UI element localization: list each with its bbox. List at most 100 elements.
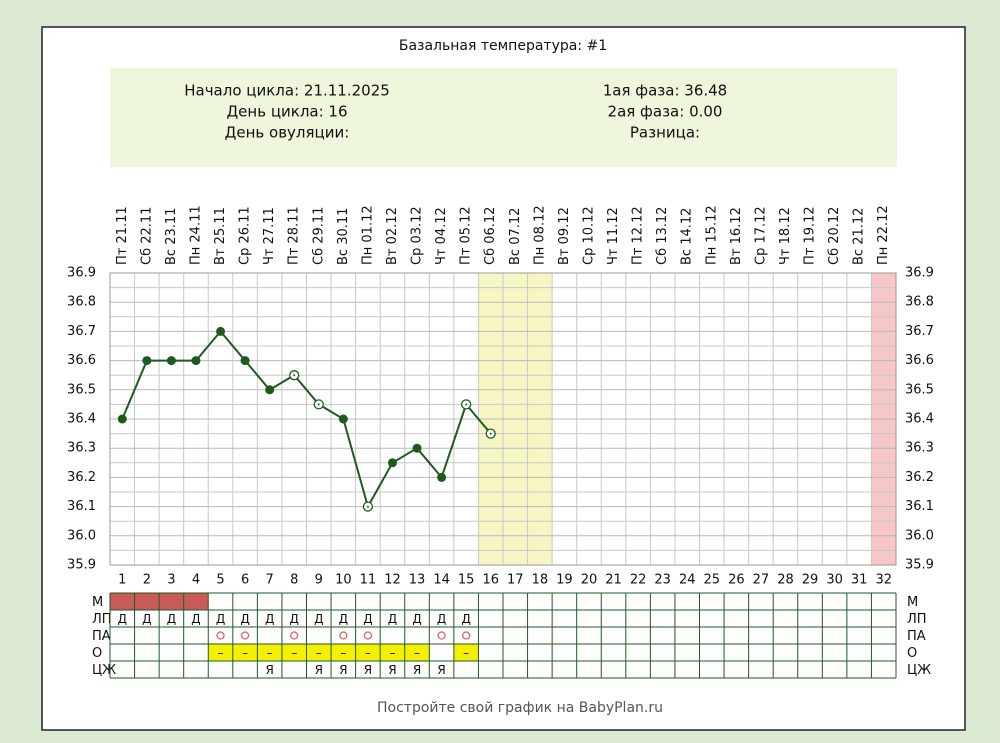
info-box — [110, 68, 897, 167]
cell-text: – — [242, 646, 248, 660]
y-tick-label: 36.8 — [67, 295, 96, 310]
cell-fill — [232, 644, 258, 661]
info-text: Начало цикла: 21.11.2025 — [184, 82, 390, 100]
day-number: 12 — [384, 573, 401, 588]
y-tick-label: 36.6 — [67, 353, 96, 368]
y-tick-label: 36.7 — [67, 324, 96, 339]
date-label: Пт 21.11 — [115, 206, 130, 265]
day-number: 32 — [875, 573, 892, 588]
date-label: Пн 24.11 — [188, 205, 203, 265]
point — [240, 356, 250, 366]
y2-tick-label: 36.7 — [905, 324, 934, 339]
cell-text: Д — [314, 612, 323, 626]
cell-text: Д — [461, 612, 470, 626]
date-label: Пт 12.12 — [631, 206, 646, 265]
info-text: День цикла: 16 — [226, 103, 347, 121]
row-label: ЛП — [907, 612, 927, 627]
day-number: 22 — [630, 573, 647, 588]
row-label: ЦЖ — [907, 663, 931, 678]
date-label: Ср 26.11 — [238, 206, 253, 265]
cell-text: Я — [388, 663, 396, 677]
date-label: Ср 10.12 — [581, 206, 596, 265]
cell-fill — [134, 593, 160, 610]
day-number: 1 — [118, 573, 126, 588]
day-number: 15 — [458, 573, 475, 588]
cell-circle — [363, 631, 373, 640]
cell-text: Д — [339, 612, 348, 626]
date-label: Сб 22.11 — [139, 207, 154, 265]
cell-fill — [331, 644, 356, 661]
date-label: Чт 11.12 — [606, 207, 621, 265]
cell-text: – — [365, 646, 371, 660]
date-label: Сб 29.11 — [311, 207, 326, 265]
cell-fill — [404, 644, 430, 661]
day-number: 5 — [216, 573, 224, 588]
date-label: Вс 23.11 — [164, 208, 179, 265]
date-label: Вс 30.11 — [336, 208, 351, 265]
cell-text: – — [340, 646, 346, 660]
cell-text: Я — [413, 663, 421, 677]
cell-text: Д — [437, 612, 446, 626]
date-label: Сб 06.12 — [483, 207, 498, 265]
date-label: Чт 18.12 — [778, 207, 793, 265]
cell-fill — [306, 644, 332, 661]
day-number: 4 — [192, 573, 200, 588]
date-label: Сб 20.12 — [827, 207, 842, 265]
cell-text: Д — [216, 612, 225, 626]
day-number: 7 — [266, 573, 274, 588]
open-point-dot — [489, 432, 492, 435]
day-number: 14 — [433, 573, 450, 588]
cell-text: Д — [118, 612, 127, 626]
date-label: Пт 19.12 — [803, 206, 818, 265]
day-number: 3 — [167, 573, 175, 588]
cell-circle — [437, 631, 446, 640]
row-label: ПА — [907, 629, 926, 644]
cell-text: Д — [191, 612, 200, 626]
cell-text: Я — [265, 663, 273, 677]
date-label: Чт 27.11 — [262, 207, 277, 265]
cell-text: Я — [364, 663, 372, 677]
cell-fill — [380, 644, 405, 661]
cell-text: – — [291, 646, 297, 660]
day-number: 24 — [679, 573, 696, 588]
cell-text: Д — [265, 612, 274, 626]
open-point-dot — [366, 505, 369, 508]
row-label: ПА — [92, 629, 111, 644]
cell-fill — [110, 593, 135, 610]
point — [142, 356, 152, 366]
date-label: Вс 14.12 — [680, 208, 695, 265]
row-label: М — [907, 595, 918, 610]
cell-text: – — [267, 646, 273, 660]
day-number: 25 — [704, 573, 721, 588]
cell-fill — [208, 644, 233, 661]
cell-circle — [290, 631, 299, 640]
y2-tick-label: 36.2 — [905, 470, 934, 485]
y-tick-label: 36.4 — [67, 412, 96, 427]
cell-fill — [159, 593, 184, 610]
footer: Постройте свой график на BabyPlan.ru — [377, 700, 663, 716]
plot-frame — [109, 272, 897, 566]
day-number: 8 — [290, 573, 298, 588]
y2-tick-label: 36.4 — [905, 412, 934, 427]
y2-tick-label: 36.0 — [905, 528, 934, 543]
date-label: Ср 03.12 — [410, 206, 425, 265]
cell-text: Я — [437, 663, 445, 677]
cell-text: Я — [339, 663, 347, 677]
day-number: 20 — [581, 573, 598, 588]
row-label: ЛП — [92, 612, 112, 627]
cell-fill — [183, 593, 209, 610]
cell-text: Д — [290, 612, 299, 626]
cell-text: – — [316, 646, 322, 660]
day-number: 13 — [409, 573, 426, 588]
point — [216, 326, 226, 336]
cell-fill — [257, 644, 282, 661]
day-number: 2 — [143, 573, 151, 588]
day-number: 21 — [605, 573, 622, 588]
y-tick-label: 36.2 — [67, 470, 96, 485]
cell-text: Д — [363, 612, 372, 626]
row-label: ЦЖ — [92, 663, 116, 678]
row-label: О — [92, 646, 102, 661]
y2-tick-label: 35.9 — [905, 558, 934, 573]
date-label: Пт 28.11 — [287, 206, 302, 265]
temperature-line — [121, 329, 492, 510]
